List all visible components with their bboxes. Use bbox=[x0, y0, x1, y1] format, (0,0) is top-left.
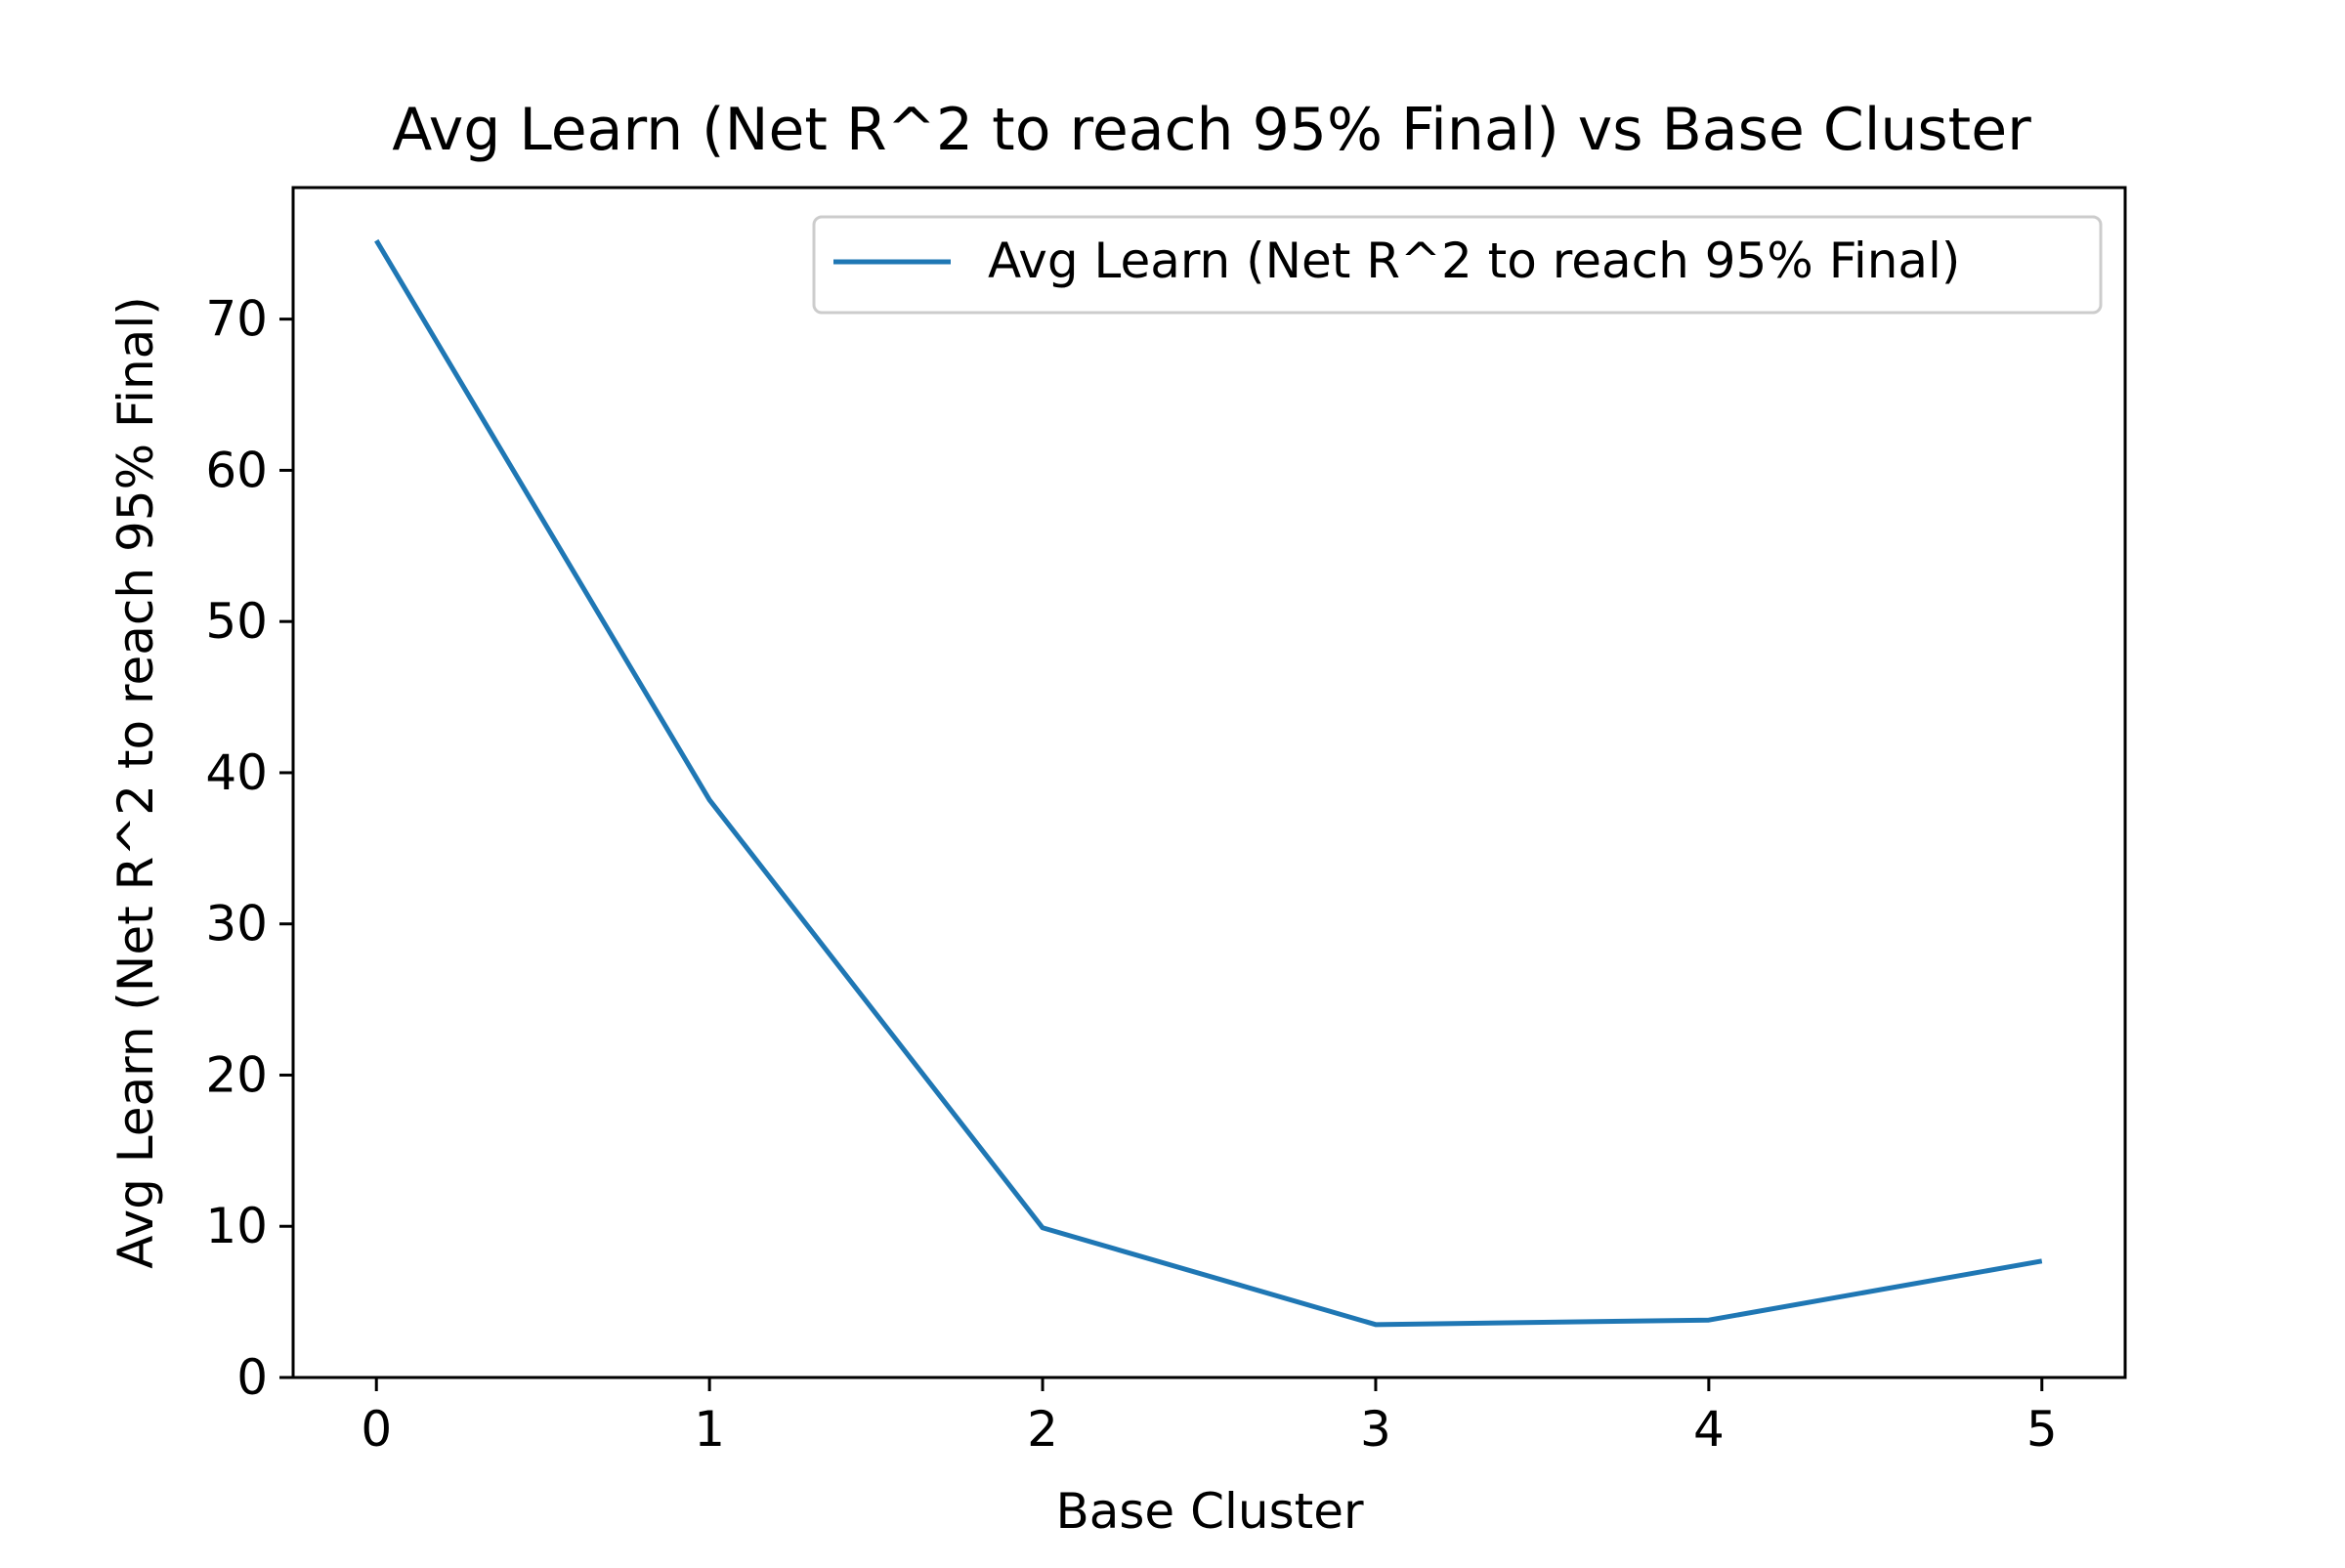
y-tick-label: 30 bbox=[205, 896, 268, 953]
y-tick-label: 20 bbox=[205, 1046, 268, 1103]
y-tick-label: 50 bbox=[205, 593, 268, 650]
y-tick-label: 70 bbox=[205, 291, 268, 348]
x-axis-label: Base Cluster bbox=[1055, 1483, 1364, 1540]
legend-label: Avg Learn (Net R^2 to reach 95% Final) bbox=[988, 233, 1960, 289]
x-tick-label: 5 bbox=[2026, 1401, 2058, 1458]
chart-title: Avg Learn (Net R^2 to reach 95% Final) v… bbox=[392, 96, 2031, 164]
x-tick-label: 2 bbox=[1027, 1401, 1058, 1458]
y-tick-label: 0 bbox=[236, 1349, 268, 1406]
legend: Avg Learn (Net R^2 to reach 95% Final) bbox=[814, 217, 2101, 313]
y-tick-label: 60 bbox=[205, 442, 268, 498]
y-axis-label: Avg Learn (Net R^2 to reach 95% Final) bbox=[107, 296, 164, 1268]
y-tick-label: 40 bbox=[205, 744, 268, 801]
x-tick-label: 4 bbox=[1693, 1401, 1725, 1458]
x-tick-label: 1 bbox=[694, 1401, 725, 1458]
y-tick-label: 10 bbox=[205, 1198, 268, 1254]
x-tick-label: 0 bbox=[361, 1401, 392, 1458]
x-tick-label: 3 bbox=[1360, 1401, 1391, 1458]
